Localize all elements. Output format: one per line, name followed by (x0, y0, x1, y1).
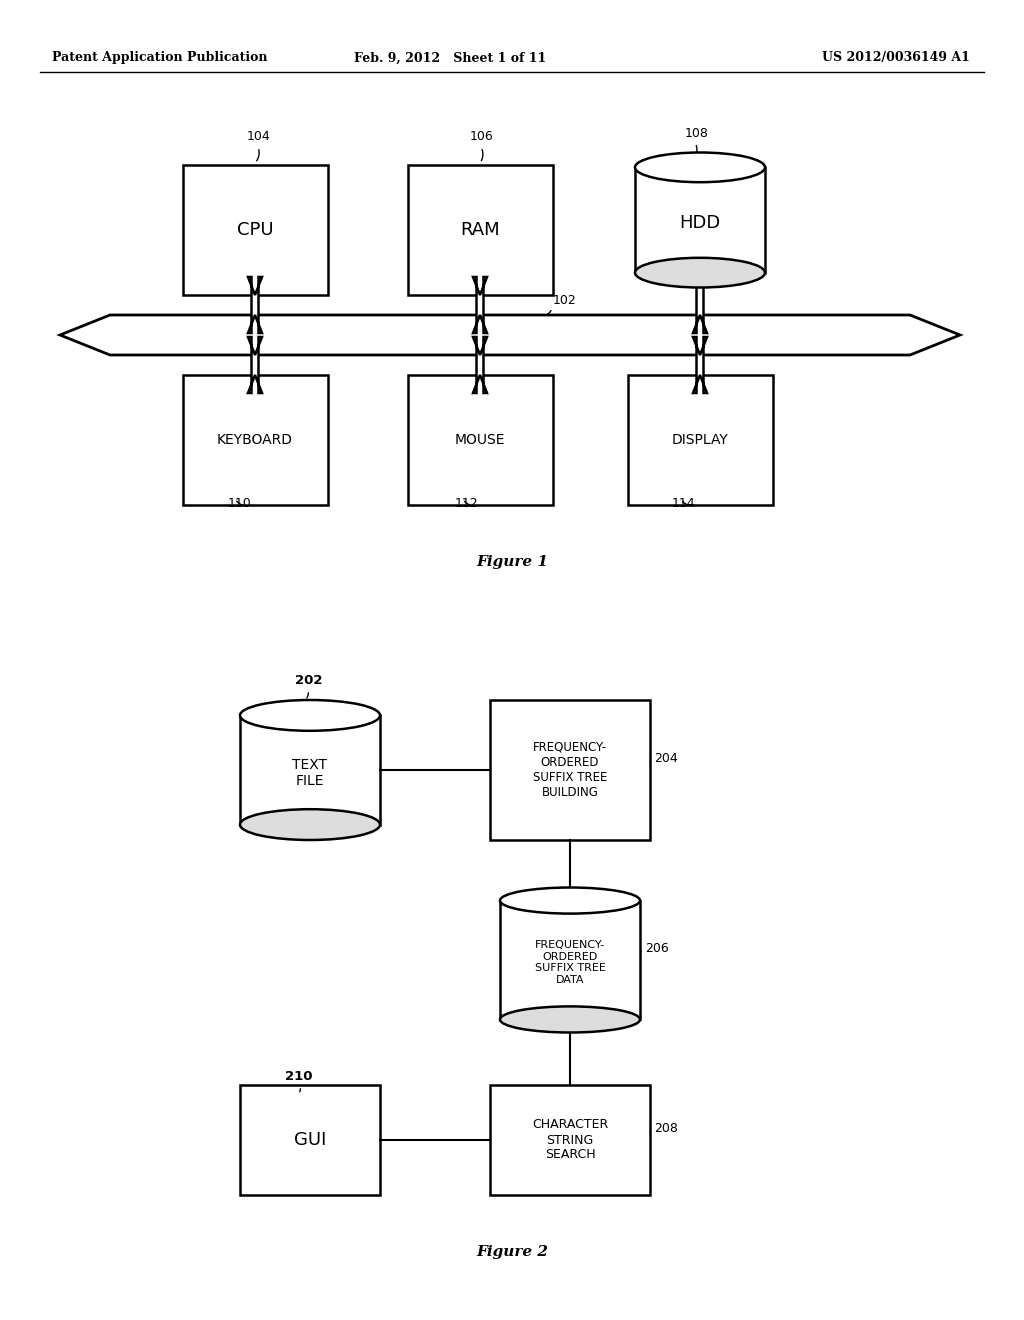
Text: 202: 202 (295, 675, 323, 686)
Text: FREQUENCY-
ORDERED
SUFFIX TREE
BUILDING: FREQUENCY- ORDERED SUFFIX TREE BUILDING (532, 741, 607, 799)
Text: HDD: HDD (679, 214, 721, 232)
Text: Patent Application Publication: Patent Application Publication (52, 51, 267, 65)
Text: TEXT
FILE: TEXT FILE (293, 758, 328, 788)
Polygon shape (248, 277, 262, 333)
Bar (628, 375, 772, 506)
Bar (490, 700, 650, 840)
Bar (635, 168, 765, 273)
Bar (408, 375, 553, 506)
Polygon shape (693, 337, 707, 393)
Ellipse shape (635, 257, 765, 288)
Text: GUI: GUI (294, 1131, 327, 1148)
Bar (490, 1085, 650, 1195)
Bar (500, 900, 640, 1019)
Text: DISPLAY: DISPLAY (672, 433, 728, 447)
Text: 206: 206 (645, 941, 669, 954)
Text: MOUSE: MOUSE (455, 433, 505, 447)
Bar (182, 165, 328, 294)
Ellipse shape (240, 700, 380, 731)
Text: 110: 110 (228, 498, 252, 510)
Text: US 2012/0036149 A1: US 2012/0036149 A1 (822, 51, 970, 65)
Text: 114: 114 (672, 498, 695, 510)
Text: 106: 106 (470, 129, 494, 143)
Text: 104: 104 (247, 129, 270, 143)
Polygon shape (693, 269, 707, 333)
Ellipse shape (500, 1006, 640, 1032)
Polygon shape (473, 337, 487, 393)
Polygon shape (248, 337, 262, 393)
Polygon shape (473, 277, 487, 333)
Ellipse shape (635, 153, 765, 182)
Bar (182, 375, 328, 506)
Text: FREQUENCY-
ORDERED
SUFFIX TREE
DATA: FREQUENCY- ORDERED SUFFIX TREE DATA (535, 940, 605, 985)
Text: KEYBOARD: KEYBOARD (217, 433, 293, 447)
Bar (408, 165, 553, 294)
Ellipse shape (500, 887, 640, 913)
Bar (240, 715, 380, 825)
Bar (240, 1085, 380, 1195)
Text: 108: 108 (685, 127, 709, 140)
Text: Figure 2: Figure 2 (476, 1245, 548, 1259)
Text: CHARACTER
STRING
SEARCH: CHARACTER STRING SEARCH (531, 1118, 608, 1162)
Text: Figure 1: Figure 1 (476, 554, 548, 569)
Text: Feb. 9, 2012   Sheet 1 of 11: Feb. 9, 2012 Sheet 1 of 11 (354, 51, 546, 65)
Text: 210: 210 (285, 1071, 312, 1082)
Text: CPU: CPU (237, 220, 273, 239)
Ellipse shape (240, 809, 380, 840)
Polygon shape (60, 315, 961, 355)
Text: 208: 208 (654, 1122, 678, 1134)
Text: 102: 102 (553, 294, 577, 308)
Text: 112: 112 (455, 498, 478, 510)
Text: RAM: RAM (460, 220, 500, 239)
Text: 204: 204 (654, 751, 678, 764)
